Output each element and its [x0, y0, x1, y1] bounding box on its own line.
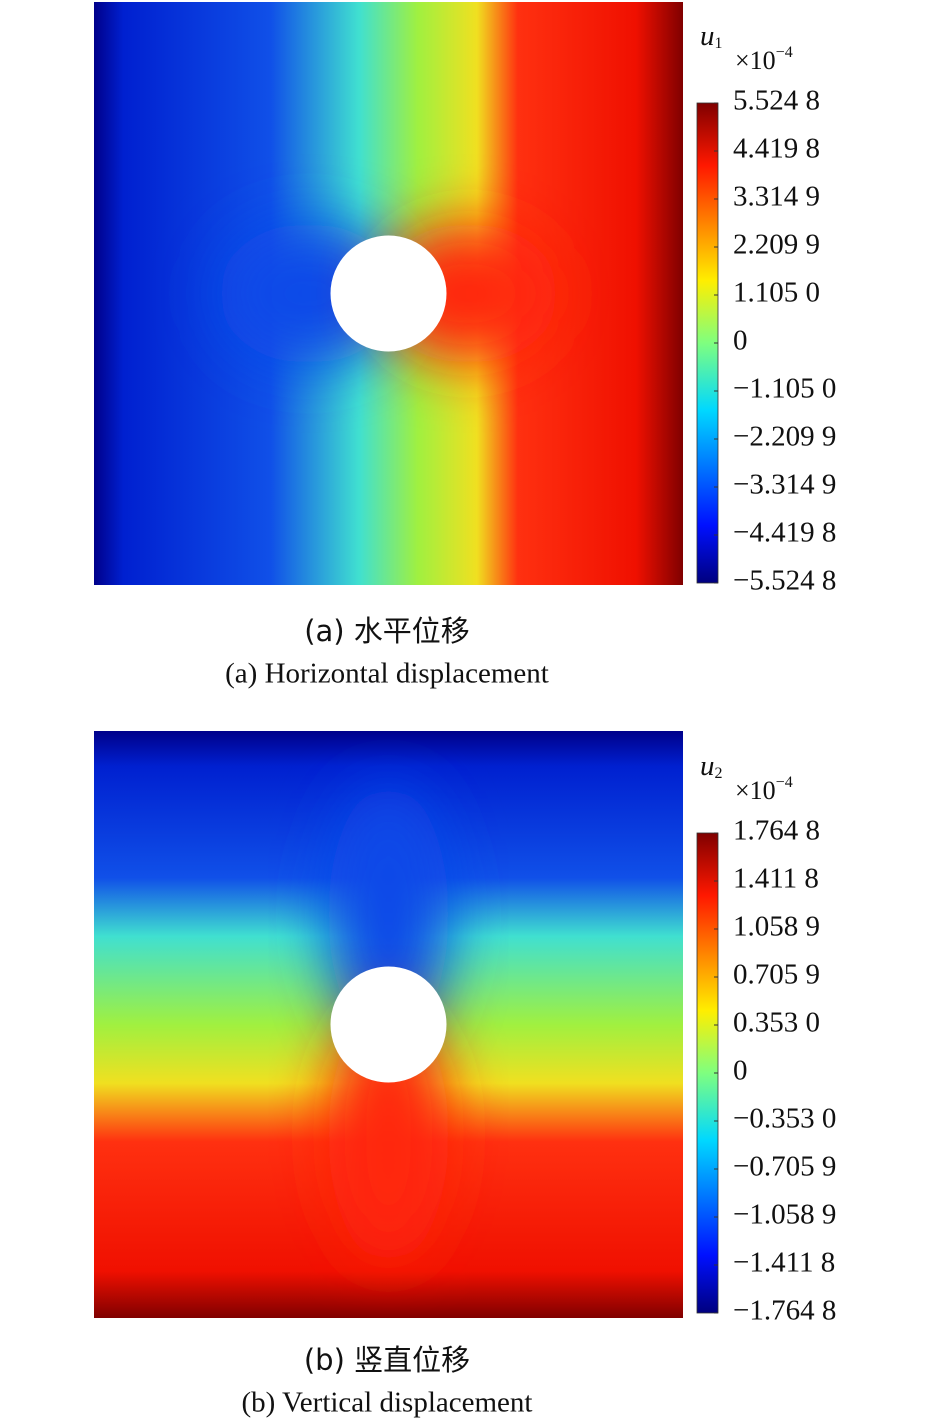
- colorbar-tick-label: −0.705 9: [733, 1151, 836, 1183]
- scale-base: ×10: [735, 46, 776, 75]
- colorbar-tick-label: 5.524 8: [733, 85, 820, 117]
- scale-exponent: −4: [776, 774, 793, 791]
- label-symbol: u: [700, 20, 715, 52]
- colorbar-tick-label: −3.314 9: [733, 469, 836, 501]
- caption-en: (a) Horizontal displacement: [225, 658, 549, 690]
- colorbar-tick-label: 4.419 8: [733, 133, 820, 165]
- hole: [330, 966, 447, 1083]
- colorbar-label: u2: [700, 750, 723, 782]
- colorbar-tick-label: 3.314 9: [733, 181, 820, 213]
- caption-cn: (a) 水平位移: [304, 614, 470, 648]
- colorbar-tick-label: 0.705 9: [733, 959, 820, 991]
- colorbar-tick-label: 1.058 9: [733, 911, 820, 943]
- colorbar-tick-label: −0.353 0: [733, 1103, 836, 1135]
- colorbar-tick-label: −5.524 8: [733, 565, 836, 597]
- colorbar-tick-label: −2.209 9: [733, 421, 836, 453]
- scale-base: ×10: [735, 776, 776, 805]
- scale-label: ×10−4: [735, 44, 793, 75]
- scale-label: ×10−4: [735, 774, 793, 805]
- colorbar-tick-label: −1.764 8: [733, 1295, 836, 1327]
- label-subscript: 2: [715, 765, 723, 782]
- hole: [330, 235, 447, 352]
- colorbar-tick-label: 0: [733, 325, 748, 357]
- colorbar-label: u1: [700, 20, 723, 52]
- colorbar-tick-label: 1.764 8: [733, 815, 820, 847]
- colorbar-tick-label: 2.209 9: [733, 229, 820, 261]
- colorbar-tick-label: −4.419 8: [733, 517, 836, 549]
- label-subscript: 1: [715, 35, 723, 52]
- caption-cn: (b) 竖直位移: [304, 1343, 470, 1377]
- colorbar-tick-label: 0.353 0: [733, 1007, 820, 1039]
- colorbar-tick-label: −1.058 9: [733, 1199, 836, 1231]
- colorbar-tick-label: −1.105 0: [733, 373, 836, 405]
- label-symbol: u: [700, 750, 715, 782]
- colorbar-tick-label: 0: [733, 1055, 748, 1087]
- caption-en: (b) Vertical displacement: [242, 1387, 533, 1419]
- scale-exponent: −4: [776, 44, 793, 61]
- colorbar-tick-label: 1.105 0: [733, 277, 820, 309]
- colorbar-tick-label: 1.411 8: [733, 863, 819, 895]
- colorbar-tick-label: −1.411 8: [733, 1247, 835, 1279]
